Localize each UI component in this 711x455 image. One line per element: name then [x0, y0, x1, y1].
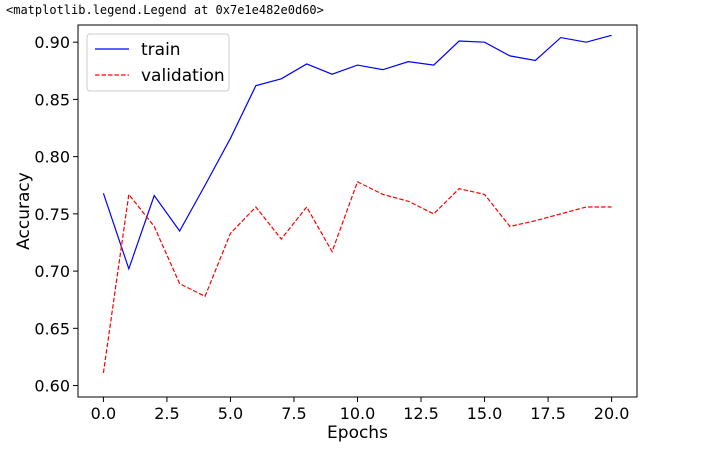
x-tick-label: 15.0 [467, 404, 503, 423]
y-tick-label: 0.80 [34, 148, 70, 167]
y-axis-title: Accuracy [14, 172, 34, 250]
x-tick-label: 0.0 [91, 404, 116, 423]
x-tick-label: 10.0 [340, 404, 376, 423]
legend-box [86, 33, 230, 92]
legend: train validation [86, 33, 230, 92]
series-line-train [102, 34, 612, 271]
legend-label-validation: validation [141, 66, 225, 86]
cell-output-text: <matplotlib.legend.Legend at 0x7e1e482e0… [6, 3, 324, 17]
x-tick-label: 7.5 [281, 404, 306, 423]
x-tick-label: 5.0 [218, 404, 243, 423]
y-tick-label: 0.90 [34, 33, 70, 52]
x-tick-label: 20.0 [594, 404, 630, 423]
ticks-layer: 0.0 2.5 5.0 7.5 10.0 12.5 15.0 17.5 20.0 0.60 0.65… [34, 33, 629, 423]
y-tick-label: 0.85 [34, 90, 70, 109]
legend-label-train: train [141, 40, 181, 60]
y-tick-label: 0.60 [34, 377, 70, 396]
y-tick-label: 0.75 [34, 205, 70, 224]
x-tick-label: 2.5 [154, 404, 179, 423]
series-line-validation [102, 180, 612, 374]
x-axis-title: Epochs [327, 423, 388, 443]
x-tick-label: 12.5 [403, 404, 439, 423]
y-tick-label: 0.70 [34, 262, 70, 281]
y-tick-label: 0.65 [34, 319, 70, 338]
series-layer [102, 34, 612, 374]
x-tick-label: 17.5 [530, 404, 566, 423]
